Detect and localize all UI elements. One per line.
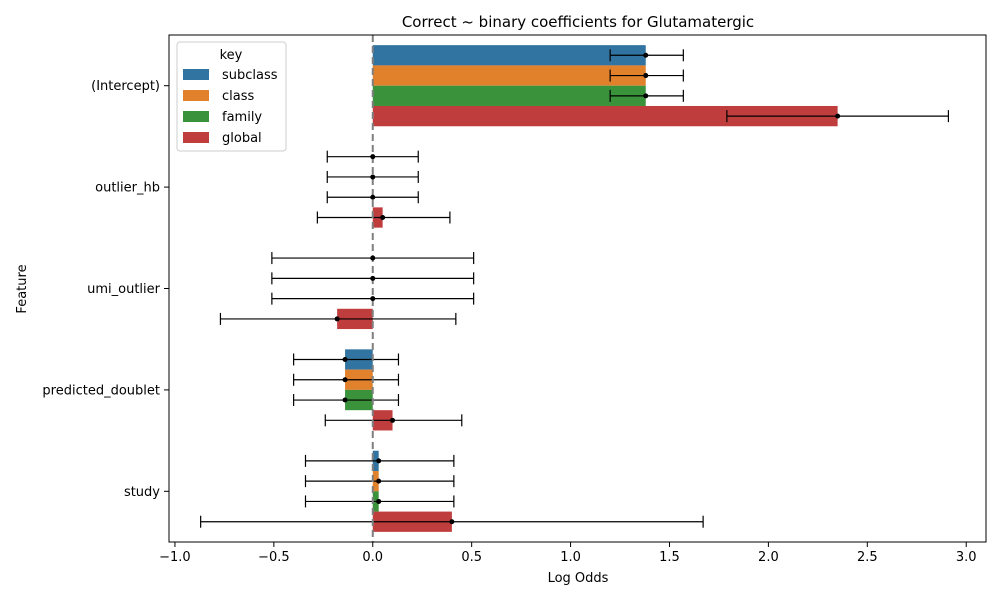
legend-swatch	[183, 132, 209, 143]
legend-swatch	[183, 111, 209, 122]
x-tick-label: 2.5	[857, 550, 878, 565]
bar	[372, 65, 646, 86]
legend-swatch	[183, 69, 209, 80]
x-tick-label: −1.0	[159, 550, 191, 565]
legend-items: subclass class family global	[183, 68, 278, 146]
point-estimate	[643, 73, 649, 79]
legend-label: global	[222, 131, 262, 146]
point-estimate	[370, 275, 376, 281]
point-estimate	[380, 215, 386, 221]
x-axis-ticks: −1.0 −0.5 0.0 0.5 1.0 1.5 2.0 2.5 3.0	[159, 542, 977, 565]
y-tick-label: outlier_hb	[95, 181, 160, 196]
x-axis-label: Log Odds	[548, 571, 609, 586]
point-estimate	[370, 194, 376, 200]
point-estimate	[449, 519, 455, 525]
point-estimate	[390, 417, 396, 423]
y-tick-label: predicted_doublet	[42, 383, 160, 398]
point-estimate	[835, 113, 841, 119]
legend-label: subclass	[222, 68, 278, 83]
point-estimate	[370, 255, 376, 261]
point-estimate	[376, 478, 382, 484]
legend-label: family	[222, 110, 262, 125]
point-estimate	[370, 296, 376, 302]
points-layer	[334, 52, 841, 525]
x-tick-label: 0.5	[461, 550, 482, 565]
x-tick-label: 3.0	[956, 550, 977, 565]
legend-swatch	[183, 90, 209, 101]
point-estimate	[342, 377, 348, 383]
legend-label: class	[222, 89, 254, 104]
chart-title: Correct ~ binary coefficients for Glutam…	[402, 13, 754, 31]
point-estimate	[376, 498, 382, 504]
y-tick-label: umi_outlier	[87, 282, 161, 297]
y-axis-ticks: (Intercept) outlier_hb umi_outlier predicte…	[42, 79, 169, 500]
x-tick-label: 1.5	[659, 550, 680, 565]
point-estimate	[643, 52, 649, 58]
point-estimate	[370, 174, 376, 180]
point-estimate	[643, 93, 649, 99]
bar	[372, 85, 646, 106]
y-tick-label: study	[124, 485, 160, 500]
x-tick-label: 2.0	[758, 550, 779, 565]
point-estimate	[342, 356, 348, 362]
x-tick-label: −0.5	[258, 550, 290, 565]
bars-layer	[337, 45, 838, 532]
x-tick-label: 0.0	[362, 550, 383, 565]
point-estimate	[370, 154, 376, 160]
legend: key subclass class family global	[176, 41, 287, 152]
legend-title: key	[220, 48, 243, 63]
point-estimate	[342, 397, 348, 403]
point-estimate	[334, 316, 340, 322]
bar	[372, 105, 838, 127]
bar	[372, 45, 646, 66]
y-tick-label: (Intercept)	[91, 79, 160, 94]
x-tick-label: 1.0	[560, 550, 581, 565]
point-estimate	[376, 458, 382, 464]
y-axis-label: Feature	[15, 264, 30, 313]
